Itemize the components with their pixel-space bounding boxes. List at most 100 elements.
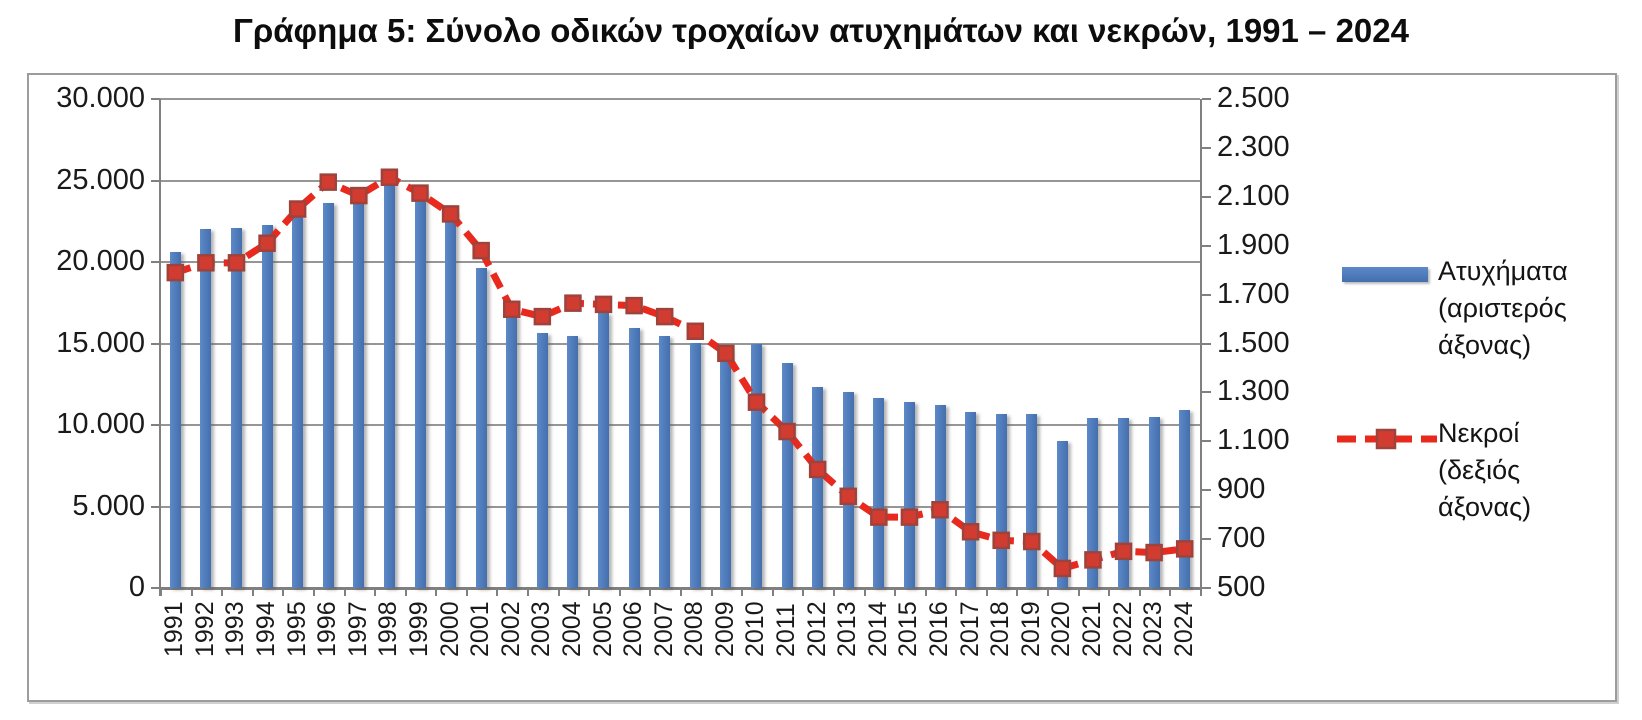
right-axis-tick-1900 bbox=[1202, 244, 1211, 247]
x-axis-tick-18 bbox=[710, 588, 713, 596]
accidents-bar-2018 bbox=[995, 413, 1007, 588]
legend-accidents-line1: Ατυχήματα bbox=[1438, 256, 1568, 286]
deaths-marker-2013 bbox=[839, 487, 857, 506]
accidents-bar-1992 bbox=[200, 229, 212, 588]
accidents-bar-1998 bbox=[383, 182, 395, 588]
deaths-marker-2017 bbox=[961, 523, 980, 541]
right-axis-tick-1500 bbox=[1202, 342, 1211, 345]
left-axis-label-30000: 30.000 bbox=[56, 82, 145, 114]
accidents-bar-2011 bbox=[781, 363, 793, 588]
x-axis-tick-22 bbox=[832, 588, 835, 596]
deaths-marker-1993 bbox=[227, 254, 246, 272]
legend-deaths-line1: Νεκροί bbox=[1438, 418, 1520, 448]
right-axis-label-1900: 1.900 bbox=[1217, 228, 1290, 261]
x-axis-tick-2 bbox=[221, 588, 224, 596]
left-axis-label-10000: 10.000 bbox=[56, 408, 145, 440]
x-axis-tick-13 bbox=[557, 588, 560, 596]
right-axis-label-700: 700 bbox=[1217, 522, 1266, 555]
accidents-bar-1995 bbox=[292, 214, 304, 588]
x-axis-tick-8 bbox=[404, 588, 407, 596]
x-axis-tick-20 bbox=[771, 588, 774, 596]
x-axis-tick-5 bbox=[312, 588, 315, 596]
x-axis-tick-30 bbox=[1077, 588, 1080, 596]
chart-title: Γράφημα 5: Σύνολο οδικών τροχαίων ατυχημ… bbox=[233, 12, 1409, 49]
right-axis-tick-2500 bbox=[1202, 98, 1211, 100]
x-axis-tick-7 bbox=[374, 588, 377, 596]
x-axis-tick-26 bbox=[955, 588, 958, 596]
right-axis-label-500: 500 bbox=[1217, 571, 1266, 603]
x-axis-tick-1 bbox=[190, 588, 193, 596]
accidents-bar-2015 bbox=[903, 402, 915, 588]
deaths-marker-2000 bbox=[441, 205, 460, 223]
accidents-bar-1996 bbox=[322, 202, 334, 588]
accidents-bar-2017 bbox=[965, 411, 977, 588]
right-axis-tick-1100 bbox=[1202, 440, 1211, 443]
right-axis-label-1700: 1.700 bbox=[1217, 277, 1290, 310]
accidents-bar-1994 bbox=[261, 225, 273, 588]
accidents-bar-1999 bbox=[414, 189, 426, 588]
left-axis-tick-5000 bbox=[151, 505, 160, 508]
right-axis-label-2100: 2.100 bbox=[1217, 179, 1290, 212]
legend-deaths-label: Νεκροί (δεξιός άξονας) bbox=[1438, 415, 1531, 526]
x-axis-tick-31 bbox=[1108, 588, 1111, 596]
legend-accidents-line2: (αριστερός bbox=[1438, 293, 1567, 323]
deaths-marker-2005 bbox=[594, 295, 613, 314]
deaths-marker-2023 bbox=[1145, 543, 1163, 562]
chart-frame: Ατυχήματα (αριστερός άξονας) Νεκροί (δεξ… bbox=[27, 73, 1617, 702]
deaths-marker-2008 bbox=[686, 322, 705, 341]
legend-accidents-label: Ατυχήματα (αριστερός άξονας) bbox=[1438, 253, 1568, 364]
deaths-marker-2014 bbox=[870, 508, 888, 526]
accidents-bar-2012 bbox=[812, 386, 824, 588]
left-axis-line bbox=[159, 99, 161, 596]
x-axis-tick-10 bbox=[465, 588, 468, 596]
left-axis-label-20000: 20.000 bbox=[56, 245, 145, 277]
deaths-marker-2001 bbox=[472, 241, 490, 260]
legend-accidents-swatch bbox=[1342, 267, 1428, 282]
deaths-marker-2020 bbox=[1053, 559, 1072, 578]
accidents-bar-2024 bbox=[1179, 409, 1191, 588]
deaths-marker-2006 bbox=[625, 296, 643, 315]
grid-line-15000 bbox=[160, 342, 1200, 345]
x-axis-tick-28 bbox=[1016, 588, 1019, 596]
right-axis-tick-2300 bbox=[1202, 146, 1211, 149]
left-axis-tick-10000 bbox=[151, 424, 160, 426]
right-axis-tick-500 bbox=[1202, 587, 1211, 589]
grid-line-5000 bbox=[160, 505, 1200, 508]
deaths-marker-1999 bbox=[411, 184, 429, 202]
deaths-marker-2024 bbox=[1175, 540, 1194, 558]
deaths-marker-2019 bbox=[1023, 532, 1041, 551]
right-axis-tick-900 bbox=[1202, 489, 1211, 492]
legend-accidents-line3: άξονας) bbox=[1438, 330, 1532, 360]
right-axis-tick-1700 bbox=[1202, 293, 1211, 296]
deaths-marker-2004 bbox=[564, 294, 582, 312]
accidents-bar-2021 bbox=[1087, 418, 1099, 588]
left-axis-label-5000: 5.000 bbox=[72, 489, 145, 522]
x-axis-tick-29 bbox=[1047, 588, 1050, 596]
x-axis-tick-9 bbox=[435, 588, 438, 596]
x-axis-tick-24 bbox=[894, 588, 897, 596]
x-axis-tick-end bbox=[1200, 588, 1202, 596]
x-axis-tick-23 bbox=[863, 588, 866, 596]
right-axis-label-900: 900 bbox=[1217, 473, 1266, 506]
accidents-bar-2004 bbox=[567, 336, 579, 588]
deaths-marker-1997 bbox=[350, 186, 368, 205]
x-axis-tick-15 bbox=[618, 588, 621, 596]
right-axis-label-1300: 1.300 bbox=[1217, 375, 1290, 408]
x-axis-tick-32 bbox=[1138, 588, 1141, 596]
grid-line-30000 bbox=[160, 98, 1200, 100]
grid-line-10000 bbox=[160, 424, 1200, 426]
x-axis-tick-17 bbox=[680, 588, 682, 596]
accidents-bar-2016 bbox=[934, 404, 946, 588]
x-axis-tick-33 bbox=[1169, 588, 1172, 596]
right-axis-label-1100: 1.100 bbox=[1217, 424, 1290, 457]
x-axis-tick-21 bbox=[802, 588, 805, 596]
accidents-bar-2003 bbox=[536, 332, 548, 588]
accidents-bar-2002 bbox=[506, 314, 518, 588]
accidents-bar-1991 bbox=[169, 252, 181, 588]
right-axis-label-2500: 2.500 bbox=[1217, 82, 1290, 114]
deaths-line-chart bbox=[166, 168, 1194, 578]
x-axis-tick-4 bbox=[282, 588, 285, 596]
left-axis-label-0: 0 bbox=[128, 571, 145, 603]
deaths-marker-1991 bbox=[166, 263, 185, 282]
